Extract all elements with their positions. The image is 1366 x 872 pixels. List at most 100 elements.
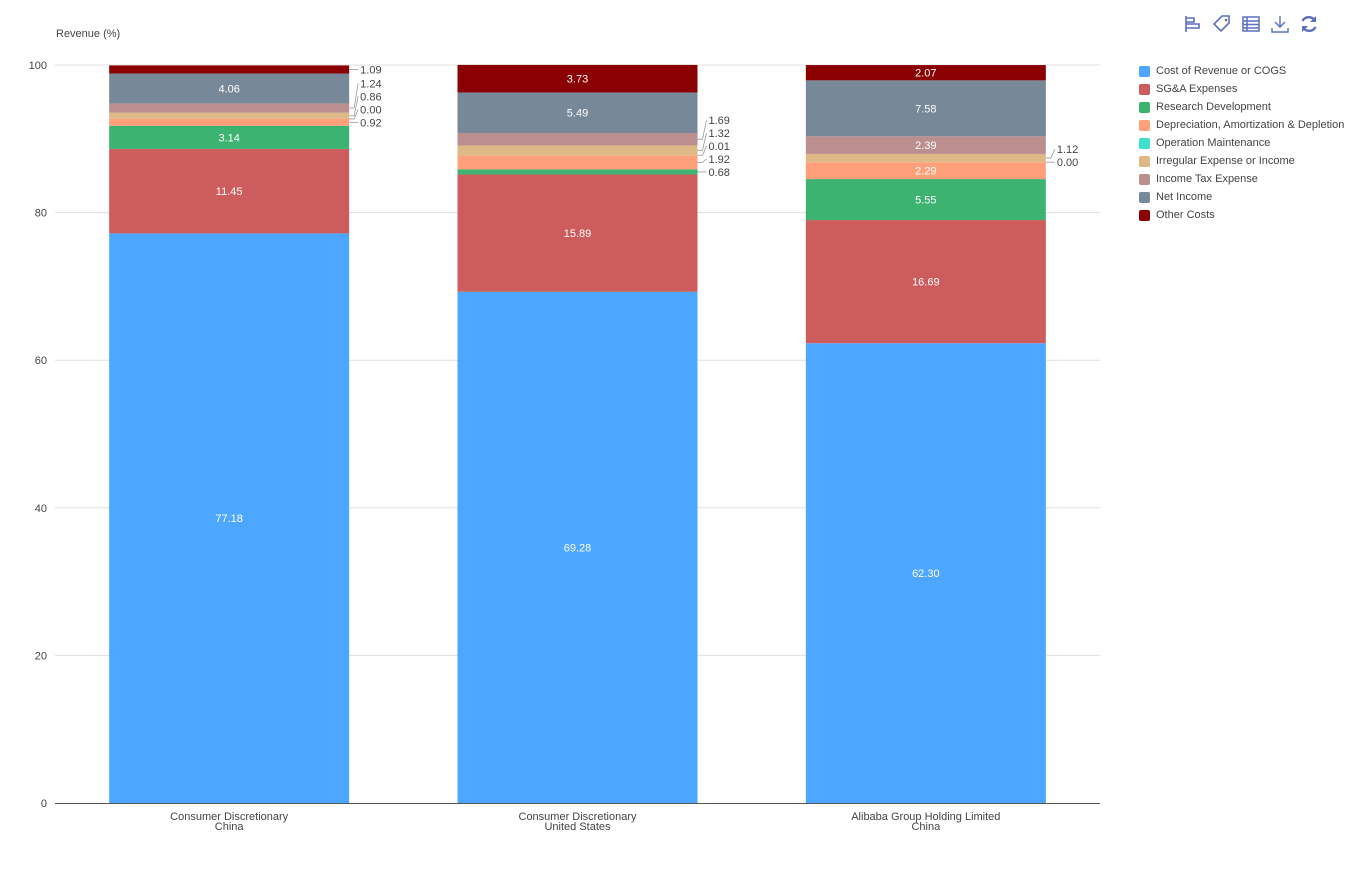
legend-item[interactable]: Income Tax Expense — [1139, 170, 1344, 188]
data-label: 0.00 — [360, 104, 381, 116]
data-label: 1.09 — [360, 64, 381, 76]
legend-item[interactable]: Irregular Expense or Income — [1139, 152, 1344, 170]
y-tick-label: 20 — [35, 650, 47, 662]
legend-label: Cost of Revenue or COGS — [1156, 65, 1287, 77]
data-label: 16.69 — [912, 277, 940, 289]
legend-swatch — [1139, 83, 1150, 95]
refresh-icon[interactable] — [1299, 14, 1319, 34]
table-icon[interactable] — [1241, 14, 1261, 34]
data-label: 2.07 — [915, 68, 936, 80]
bar-segment — [109, 65, 350, 74]
legend-item[interactable]: Net Income — [1139, 188, 1344, 206]
data-label: 7.58 — [915, 103, 936, 115]
legend-item[interactable]: Depreciation, Amortization & Depletion — [1139, 116, 1344, 134]
y-axis-title: Revenue (%) — [56, 28, 120, 40]
bar-segment — [109, 103, 350, 113]
data-label: 1.32 — [709, 128, 730, 140]
legend-swatch — [1139, 155, 1150, 167]
y-tick-label: 100 — [29, 60, 47, 72]
bar-segment — [457, 169, 698, 175]
label-leader-line — [697, 145, 707, 156]
data-label: 4.06 — [218, 83, 239, 95]
data-label: 62.30 — [912, 568, 940, 580]
data-label: 0.01 — [709, 141, 730, 153]
bar-segment — [805, 80, 1046, 137]
bar-segment — [805, 153, 1046, 163]
label-leader-line — [349, 96, 359, 117]
legend-label: SG&A Expenses — [1156, 83, 1238, 95]
legend-swatch — [1139, 65, 1150, 77]
legend-swatch — [1139, 191, 1150, 203]
tag-icon[interactable] — [1212, 14, 1232, 34]
data-label: 1.12 — [1057, 144, 1078, 156]
x-tick-label: Alibaba Group Holding Limited — [851, 811, 1000, 823]
y-tick-label: 80 — [35, 208, 47, 220]
download-icon[interactable] — [1270, 14, 1290, 34]
data-label: 3.73 — [567, 74, 588, 86]
bar-segment — [109, 112, 350, 119]
label-leader-line — [697, 119, 707, 140]
legend-swatch — [1139, 137, 1150, 149]
data-label: 0.68 — [709, 167, 730, 179]
data-label: 3.14 — [218, 132, 239, 144]
data-label: 1.69 — [709, 115, 730, 127]
legend-label: Net Income — [1156, 191, 1213, 203]
data-label: 11.45 — [216, 186, 243, 198]
bar-segment — [457, 145, 698, 156]
label-leader-line — [697, 132, 707, 151]
bar-segment — [805, 162, 1046, 180]
legend-swatch — [1139, 209, 1150, 221]
data-label: 1.92 — [709, 154, 730, 166]
bar-segment — [457, 174, 698, 292]
legend-item[interactable]: Research Development — [1139, 98, 1344, 116]
bar-segment — [805, 136, 1046, 154]
data-label: 2.39 — [915, 140, 936, 152]
legend-swatch — [1139, 173, 1150, 185]
bar-chart-icon[interactable] — [1183, 14, 1203, 34]
data-label: 2.29 — [915, 166, 936, 178]
data-label: 15.89 — [564, 228, 592, 240]
label-leader-line — [349, 83, 359, 109]
data-label: 69.28 — [564, 542, 592, 554]
bar-segment — [457, 132, 698, 146]
legend-label: Irregular Expense or Income — [1156, 155, 1295, 167]
bar-segment — [805, 220, 1046, 344]
bar-segment — [109, 148, 350, 234]
label-leader-line — [1045, 149, 1056, 159]
bar-segment — [109, 118, 350, 126]
legend-item[interactable]: Cost of Revenue or COGS — [1139, 62, 1344, 80]
bar-segment — [457, 64, 698, 93]
data-label: 0.00 — [1057, 157, 1078, 169]
x-tick-label: China — [215, 821, 245, 833]
bar-segment — [457, 291, 698, 803]
legend-item[interactable]: Operation Maintenance — [1139, 134, 1344, 152]
toolbar — [1183, 14, 1319, 34]
legend-label: Income Tax Expense — [1156, 173, 1258, 185]
bar-segment — [805, 65, 1046, 81]
data-label: 0.86 — [360, 91, 381, 103]
bar-segment — [109, 233, 350, 803]
x-tick-label: United States — [544, 821, 611, 833]
bar-segment — [457, 155, 698, 170]
x-tick-label: China — [911, 821, 941, 833]
legend-label: Research Development — [1156, 101, 1271, 113]
legend-swatch — [1139, 101, 1150, 113]
bar-segment — [805, 179, 1046, 221]
legend-item[interactable]: SG&A Expenses — [1139, 80, 1344, 98]
legend-label: Depreciation, Amortization & Depletion — [1156, 119, 1345, 131]
legend-item[interactable]: Other Costs — [1139, 206, 1344, 224]
y-tick-label: 60 — [35, 355, 47, 367]
data-label: 5.49 — [567, 108, 588, 120]
y-tick-label: 0 — [41, 798, 47, 810]
x-tick-label: Consumer Discretionary — [170, 811, 288, 823]
bar-segment — [109, 73, 350, 104]
bar-segment — [109, 125, 350, 149]
y-tick-label: 40 — [35, 503, 47, 515]
x-tick-label: Consumer Discretionary — [519, 811, 637, 823]
label-leader-line — [349, 109, 359, 120]
legend-label: Operation Maintenance — [1156, 137, 1271, 149]
data-label: 1.24 — [360, 78, 381, 90]
data-label: 5.55 — [915, 195, 936, 207]
bar-segment — [805, 343, 1046, 803]
